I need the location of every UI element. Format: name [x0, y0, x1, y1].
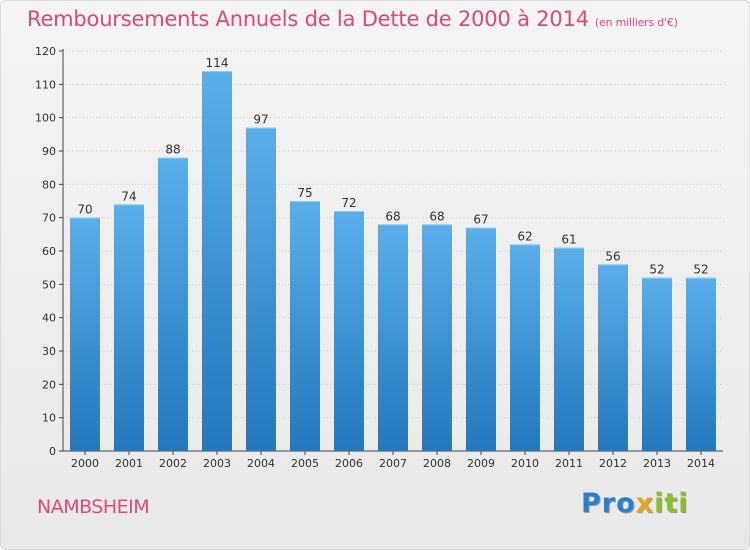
bar-value-label: 97: [253, 113, 268, 127]
bar: [246, 127, 276, 452]
x-tick-label: 2004: [247, 457, 275, 470]
x-tick-label: 2008: [423, 457, 451, 470]
bar-value-label: 68: [385, 209, 400, 223]
y-tick-label: 30: [42, 345, 56, 358]
bar: [686, 277, 716, 451]
bar-value-label: 52: [649, 263, 664, 277]
bar-value-label: 88: [165, 143, 180, 157]
y-tick-label: 120: [35, 45, 56, 58]
y-tick-label: 100: [35, 112, 56, 125]
title-unit: (en milliers d'€): [594, 16, 678, 29]
x-tick-label: 2010: [511, 457, 539, 470]
x-tick-label: 2011: [555, 457, 583, 470]
bar: [422, 224, 452, 451]
y-tick-label: 0: [49, 445, 56, 458]
labels: 70 2000 74 2001 88 2002 114 2003 97 2004 75 2005 72 2…: [71, 56, 715, 470]
axes: 0 10 20 30 40 50 60 70 80 90 100 110 120: [35, 45, 723, 458]
bar: [598, 264, 628, 451]
x-tick-label: 2001: [115, 457, 143, 470]
y-tick-label: 90: [42, 145, 56, 158]
x-tick-label: 2013: [643, 457, 671, 470]
x-tick-label: 2007: [379, 457, 407, 470]
x-tick-label: 2009: [467, 457, 495, 470]
bar: [202, 71, 232, 451]
proxiti-logo[interactable]: Proxiti: [581, 488, 689, 519]
chart-title: Remboursements Annuels de la Dette de 20…: [27, 7, 678, 31]
y-tick-label: 10: [42, 412, 56, 425]
bars: [70, 71, 716, 452]
bar-value-label: 72: [341, 196, 356, 210]
bar: [114, 204, 144, 451]
bar-value-label: 74: [121, 189, 136, 203]
bar-value-label: 67: [473, 213, 488, 227]
y-tick-label: 40: [42, 312, 56, 325]
x-tick-label: 2000: [71, 457, 99, 470]
bar: [70, 217, 100, 451]
y-tick-label: 70: [42, 212, 56, 225]
logo-part-1: Pro: [581, 488, 636, 519]
y-tick-label: 20: [42, 378, 56, 391]
bar: [334, 211, 364, 451]
bar: [290, 201, 320, 451]
bar: [466, 227, 496, 451]
logo-part-3: iti: [654, 488, 689, 519]
bar: [510, 244, 540, 451]
bar-value-label: 52: [693, 263, 708, 277]
y-tick-label: 110: [35, 78, 56, 91]
y-tick-label: 80: [42, 178, 56, 191]
x-tick-label: 2002: [159, 457, 187, 470]
x-tick-label: 2005: [291, 457, 319, 470]
bar-value-label: 75: [297, 186, 312, 200]
bar: [158, 157, 188, 451]
logo-part-2: x: [635, 488, 655, 519]
bar-value-label: 114: [206, 56, 229, 70]
x-tick-label: 2003: [203, 457, 231, 470]
x-tick-label: 2014: [687, 457, 715, 470]
bar-value-label: 56: [605, 249, 620, 263]
x-tick-label: 2006: [335, 457, 363, 470]
bar: [554, 247, 584, 451]
bar: [378, 224, 408, 451]
bar: [642, 277, 672, 451]
x-tick-label: 2012: [599, 457, 627, 470]
y-tick-label: 60: [42, 245, 56, 258]
bar-value-label: 70: [77, 203, 92, 217]
bar-value-label: 62: [517, 229, 532, 243]
y-tick-label: 50: [42, 278, 56, 291]
commune-name: NAMBSHEIM: [37, 496, 150, 518]
bar-value-label: 68: [429, 209, 444, 223]
title-text: Remboursements Annuels de la Dette de 20…: [27, 7, 589, 31]
bar-value-label: 61: [561, 233, 576, 247]
